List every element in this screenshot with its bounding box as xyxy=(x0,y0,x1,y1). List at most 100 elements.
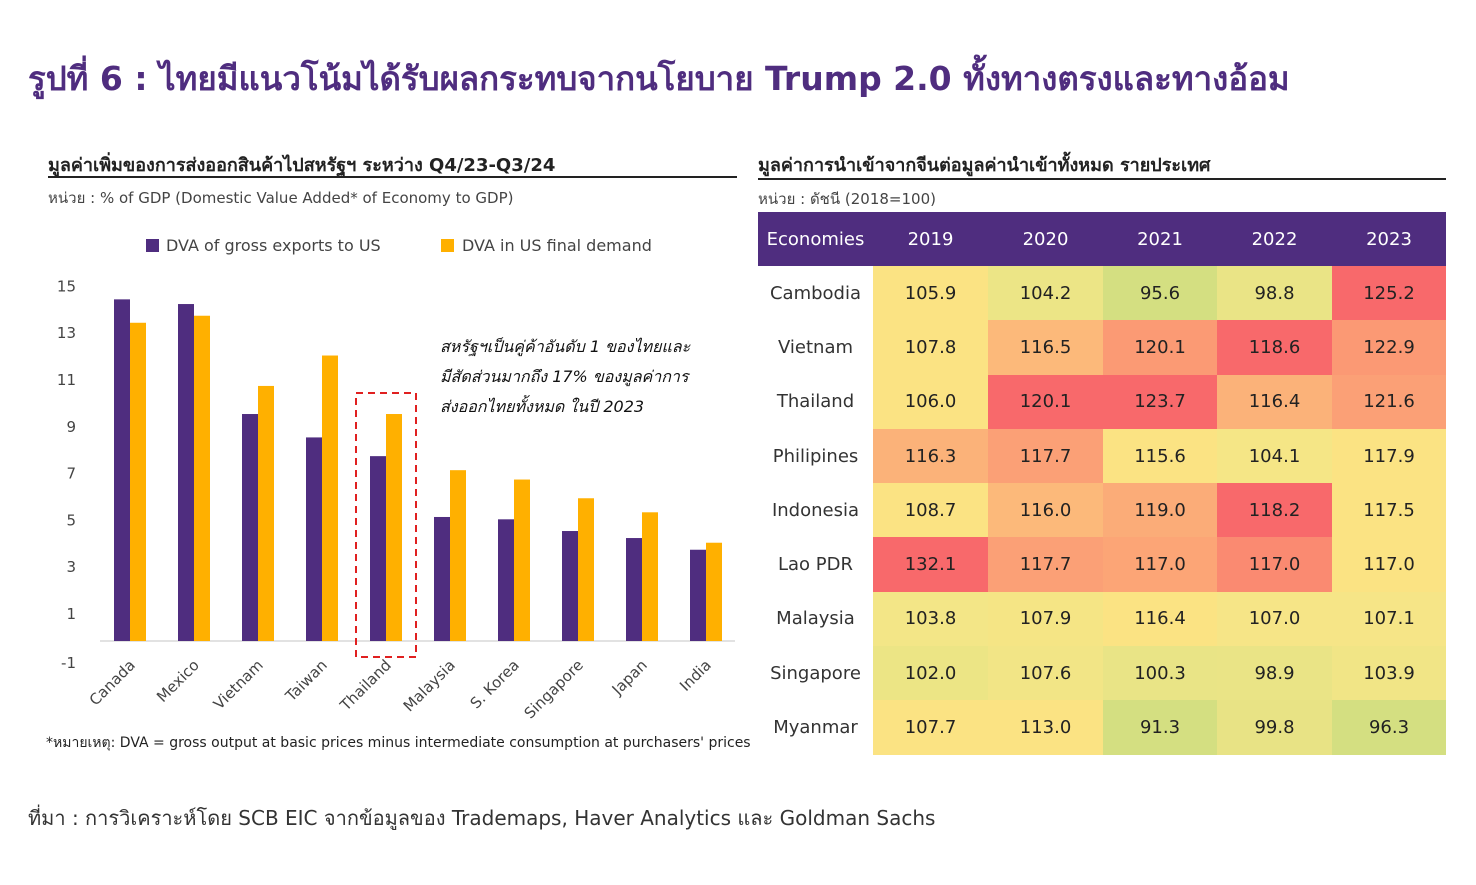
heatmap-cell: 118.6 xyxy=(1217,320,1332,375)
heatmap-cell: 125.2 xyxy=(1332,266,1446,321)
legend-label-gross-exports: DVA of gross exports to US xyxy=(166,236,381,255)
heatmap-cell: 117.5 xyxy=(1332,483,1446,538)
heatmap-cell: 120.1 xyxy=(988,374,1103,429)
heatmap-cell: 104.2 xyxy=(988,266,1103,321)
bar-final-demand xyxy=(450,470,466,641)
heatmap-table: Economies 2019 2020 2021 2022 2023 Cambodia 10… xyxy=(758,212,1446,755)
heatmap-cell: 116.3 xyxy=(873,428,988,484)
heatmap-cell: 106.0 xyxy=(873,374,988,429)
y-axis: 15 13 11 9 7 5 3 1 -1 xyxy=(57,277,76,672)
bar-gross-exports xyxy=(690,549,706,641)
heatmap-cell: 107.8 xyxy=(873,320,988,375)
left-panel-unit: หน่วย : % of GDP (Domestic Value Added* … xyxy=(48,189,514,207)
bar-final-demand xyxy=(706,542,722,641)
heatmap-cell: 132.1 xyxy=(873,537,988,592)
annotation-line: ส่งออกไทยทั้งหมด ในปี 2023 xyxy=(440,397,645,416)
bar-final-demand xyxy=(642,512,658,641)
y-tick-label: 15 xyxy=(57,277,76,295)
heatmap-cell: 96.3 xyxy=(1332,700,1446,755)
legend-swatch-gross-exports xyxy=(146,239,159,252)
source-note: ที่มา : การวิเคราะห์โดย SCB EIC จากข้อมู… xyxy=(28,806,936,830)
bar-final-demand xyxy=(322,355,338,641)
heatmap-cell: 104.1 xyxy=(1217,428,1332,484)
heatmap-cell: 108.7 xyxy=(873,483,988,538)
left-panel-divider xyxy=(48,176,737,178)
row-label: Malaysia xyxy=(758,591,873,647)
bar-gross-exports xyxy=(114,299,130,641)
bar-gross-exports xyxy=(562,531,578,641)
x-tick-label: Vietnam xyxy=(210,656,267,713)
heatmap-column-header: 2020 xyxy=(988,212,1103,266)
y-tick-label: 1 xyxy=(66,605,76,623)
table-row: Malaysia 103.8 107.9 116.4 107.0 107.1 xyxy=(758,591,1446,647)
chart-annotation: สหรัฐฯเป็นคู่ค้าอันดับ 1 ของไทยและ มีสัด… xyxy=(440,332,690,422)
heatmap-cell: 107.1 xyxy=(1332,591,1446,647)
bar-chart: DVA of gross exports to US DVA in US fin… xyxy=(57,236,735,722)
bar-gross-exports xyxy=(626,538,642,641)
legend-label-final-demand: DVA in US final demand xyxy=(462,236,652,255)
heatmap-cell: 113.0 xyxy=(988,700,1103,755)
heatmap-cell: 117.0 xyxy=(1103,537,1217,592)
heatmap-body: Cambodia 105.9 104.2 95.6 98.8 125.2 Vietnam 10… xyxy=(758,266,1446,755)
heatmap-cell: 105.9 xyxy=(873,266,988,321)
heatmap-header-row: Economies 2019 2020 2021 2022 2023 xyxy=(758,212,1446,266)
bar-final-demand xyxy=(258,385,274,641)
heatmap-cell: 98.8 xyxy=(1217,266,1332,321)
heatmap-cell: 117.9 xyxy=(1332,428,1446,484)
heatmap-cell: 115.6 xyxy=(1103,428,1217,484)
x-tick-label: Malaysia xyxy=(400,656,459,715)
y-tick-label: 13 xyxy=(57,324,76,342)
heatmap-cell: 116.4 xyxy=(1103,591,1217,647)
y-tick-label: 11 xyxy=(57,371,76,389)
annotation-line: มีสัดส่วนมากถึง 17% ของมูลค่าการ xyxy=(440,367,689,386)
heatmap-column-header: 2019 xyxy=(873,212,988,266)
y-tick-label: 3 xyxy=(66,558,76,576)
x-axis-labels: Canada Mexico Vietnam Taiwan Thailand Malaysi… xyxy=(86,656,715,722)
chart-legend: DVA of gross exports to US DVA in US fin… xyxy=(146,236,652,255)
bar-gross-exports xyxy=(498,519,514,641)
y-tick-label: 5 xyxy=(66,511,76,529)
heatmap-cell: 117.0 xyxy=(1332,537,1446,592)
x-tick-label: Japan xyxy=(608,656,651,699)
footnote: *หมายเหตุ: DVA = gross output at basic p… xyxy=(46,735,751,751)
heatmap-cell: 103.8 xyxy=(873,591,988,647)
right-panel-divider xyxy=(758,178,1446,180)
row-label: Vietnam xyxy=(758,320,873,375)
heatmap-cell: 123.7 xyxy=(1103,374,1217,429)
table-row: Myanmar 107.7 113.0 91.3 99.8 96.3 xyxy=(758,700,1446,755)
right-panel-title: มูลค่าการนำเข้าจากจีนต่อมูลค่านำเข้าทั้ง… xyxy=(758,155,1211,176)
left-panel-title: มูลค่าเพิ่มของการส่งออกสินค้าไปสหรัฐฯ ระ… xyxy=(48,155,556,176)
heatmap-cell: 118.2 xyxy=(1217,483,1332,538)
heatmap-cell: 107.6 xyxy=(988,646,1103,701)
row-label: Singapore xyxy=(758,646,873,701)
bar-final-demand xyxy=(514,479,530,641)
heatmap-cell: 99.8 xyxy=(1217,700,1332,755)
heatmap-column-header: 2022 xyxy=(1217,212,1332,266)
bar-gross-exports xyxy=(242,414,258,641)
bar-final-demand xyxy=(386,414,402,641)
row-label: Cambodia xyxy=(758,266,873,321)
heatmap-cell: 119.0 xyxy=(1103,483,1217,538)
x-tick-label: Thailand xyxy=(336,656,395,715)
heatmap-cell: 116.5 xyxy=(988,320,1103,375)
table-row: Singapore 102.0 107.6 100.3 98.9 103.9 xyxy=(758,646,1446,701)
bar-gross-exports xyxy=(370,456,386,641)
row-label: Thailand xyxy=(758,374,873,429)
heatmap-cell: 95.6 xyxy=(1103,266,1217,321)
heatmap-cell: 116.0 xyxy=(988,483,1103,538)
bar-gross-exports xyxy=(306,437,322,641)
heatmap-cell: 122.9 xyxy=(1332,320,1446,375)
row-label: Philipines xyxy=(758,428,873,484)
x-tick-label: Mexico xyxy=(153,656,203,706)
heatmap-corner-label: Economies xyxy=(758,212,873,266)
heatmap-cell: 117.7 xyxy=(988,537,1103,592)
bars-group xyxy=(114,299,722,641)
heatmap-cell: 102.0 xyxy=(873,646,988,701)
bar-final-demand xyxy=(194,315,210,641)
x-tick-label: Canada xyxy=(86,656,139,709)
heatmap-cell: 98.9 xyxy=(1217,646,1332,701)
heatmap-cell: 107.9 xyxy=(988,591,1103,647)
row-label: Lao PDR xyxy=(758,537,873,592)
x-tick-label: S. Korea xyxy=(467,656,523,712)
heatmap-cell: 121.6 xyxy=(1332,374,1446,429)
